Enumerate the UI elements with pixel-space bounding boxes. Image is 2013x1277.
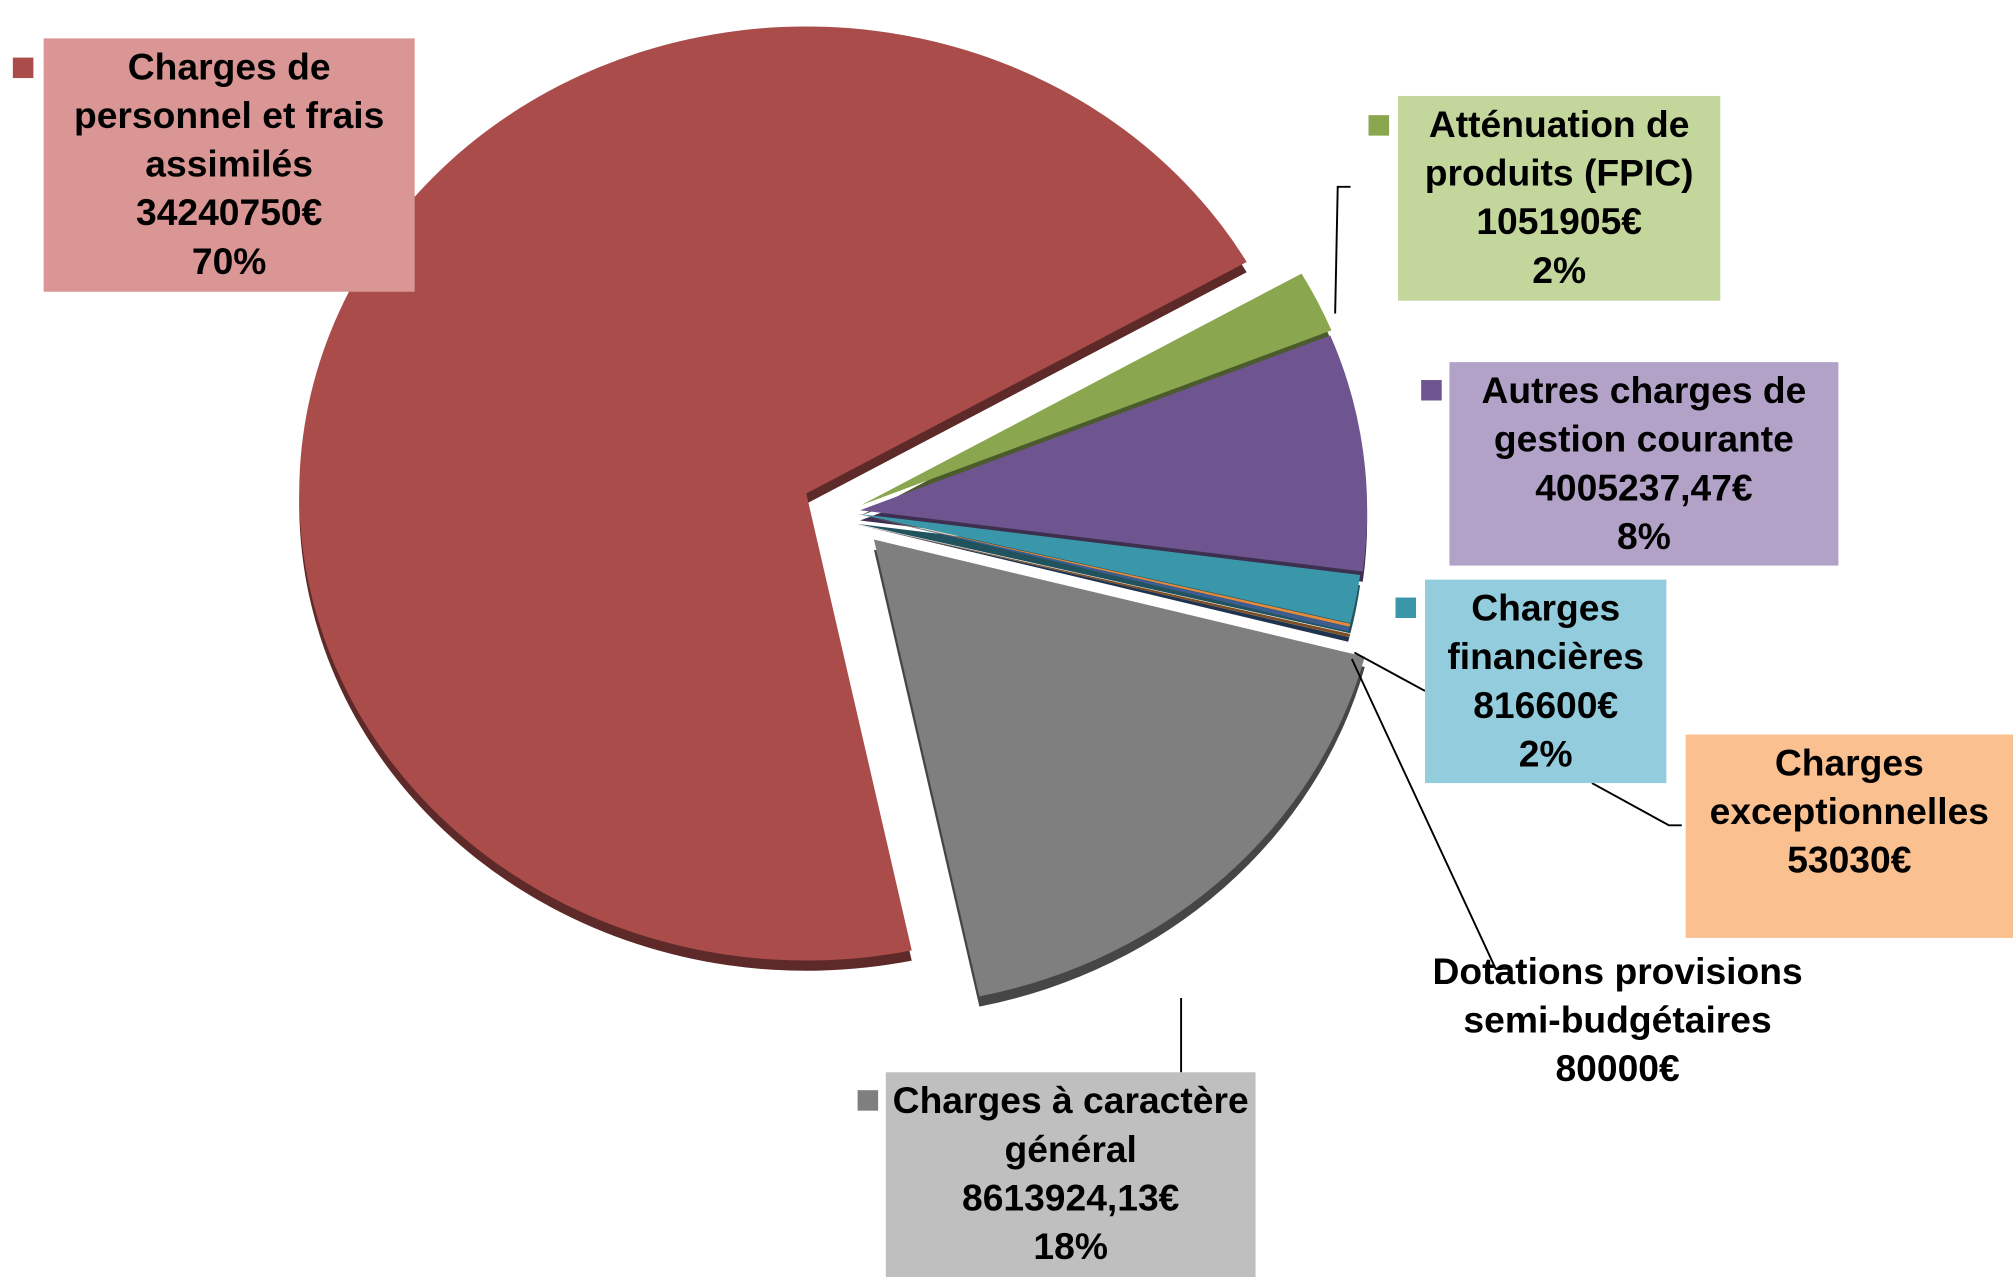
slice (299, 26, 1247, 961)
label-text: Charges de personnel et frais assimilés 3… (44, 38, 415, 291)
label-box (1398, 95, 1721, 301)
value-label: 80000€ (1555, 1049, 1680, 1091)
legend-key (1395, 597, 1417, 619)
label-text: Atténuation de produits (FPIC) 1051905€ 2% (1398, 96, 1720, 301)
leader-line (1334, 185, 1351, 314)
percent-label: 70% (191, 241, 267, 283)
label-box (43, 38, 415, 292)
slice (857, 514, 1350, 632)
legend-key (12, 57, 34, 79)
slice (857, 513, 1361, 624)
label-box (1685, 734, 2013, 938)
category-label: Autres charges de gestion courante (1481, 371, 1807, 461)
value-label: 4005237,47€ (1535, 468, 1753, 510)
label-box (885, 1072, 1256, 1277)
category-label: Charges de personnel et frais assimilés (73, 47, 385, 186)
label-box (1449, 362, 1839, 566)
category-label: Charges exceptionnelles (1709, 743, 1989, 833)
label: Atténuation de produits (FPIC) 1051905€ 2% (1398, 96, 1720, 301)
label: Charges exceptionnelles 53030€ (1686, 734, 2013, 937)
percent-label: 8% (1616, 516, 1671, 558)
label-text: Dotations provisions semi-budgétaires 800… (1425, 943, 1810, 1148)
label: Charges financières 816600€ 2% (1425, 580, 1666, 783)
label: Charges de personnel et frais assimilés 3… (44, 38, 415, 291)
leader-line (1353, 651, 1426, 692)
leader-line (1591, 782, 1682, 827)
label-text: Charges exceptionnelles 53030€ (1686, 734, 2013, 937)
label: Charges à caractère général 8613924,13€ 18… (886, 1072, 1256, 1277)
value-label: 34240750€ (135, 193, 323, 235)
label-text: Autres charges de gestion courante 400523… (1449, 362, 1838, 565)
label: Autres charges de gestion courante 400523… (1449, 362, 1838, 565)
percent-label: 2% (1532, 250, 1587, 292)
legend-key (857, 1090, 879, 1111)
label-box (1425, 579, 1667, 784)
label-text: Charges à caractère général 8613924,13€ 18… (886, 1072, 1256, 1277)
value-label: 1051905€ (1476, 202, 1643, 244)
label-text: Charges financières 816600€ 2% (1425, 580, 1666, 783)
leader-lines (1180, 185, 1682, 1073)
label: Dotations provisions semi-budgétaires 800… (1425, 943, 1810, 1148)
legend-key (1421, 380, 1442, 401)
slice (860, 335, 1368, 572)
slice (861, 273, 1332, 506)
slice-side (857, 524, 1351, 638)
value-label: 53030€ (1787, 840, 1912, 882)
category-label: Dotations provisions semi-budgétaires (1432, 951, 1803, 1042)
slice (857, 514, 1351, 627)
legend-key (1368, 115, 1390, 136)
category-label: Charges à caractère général (892, 1081, 1249, 1171)
category-label: Charges financières (1447, 588, 1644, 679)
value-label: 8613924,13€ (961, 1178, 1180, 1220)
slice-side (857, 523, 1361, 634)
percent-label: 18% (1033, 1227, 1108, 1269)
category-label: Atténuation de produits (FPIC) (1424, 104, 1694, 195)
value-label: 816600€ (1473, 685, 1619, 727)
slice (873, 539, 1365, 997)
leader-line (1350, 658, 1513, 970)
percent-label: 2% (1518, 734, 1573, 776)
data-labels: Charges de personnel et frais assimilés 3… (12, 38, 2013, 1277)
pie (299, 26, 1368, 1007)
slice-side (857, 524, 1350, 642)
